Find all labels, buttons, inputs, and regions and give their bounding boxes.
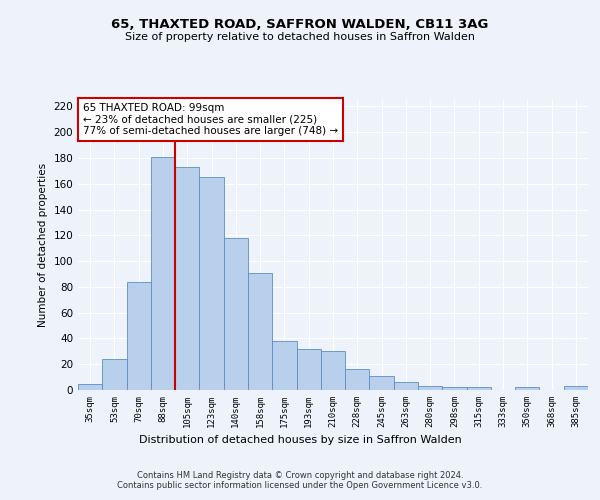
Bar <box>296 349 321 390</box>
Text: Contains HM Land Registry data © Crown copyright and database right 2024.
Contai: Contains HM Land Registry data © Crown c… <box>118 470 482 490</box>
Bar <box>418 386 442 390</box>
Bar <box>199 178 224 390</box>
Text: Size of property relative to detached houses in Saffron Walden: Size of property relative to detached ho… <box>125 32 475 42</box>
Bar <box>345 370 370 390</box>
Bar <box>564 386 588 390</box>
Bar <box>127 282 151 390</box>
Y-axis label: Number of detached properties: Number of detached properties <box>38 163 48 327</box>
Bar <box>248 272 272 390</box>
Bar <box>224 238 248 390</box>
Bar <box>321 352 345 390</box>
Text: 65 THAXTED ROAD: 99sqm
← 23% of detached houses are smaller (225)
77% of semi-de: 65 THAXTED ROAD: 99sqm ← 23% of detached… <box>83 103 338 136</box>
Bar <box>102 359 127 390</box>
Bar <box>175 167 199 390</box>
Bar <box>442 388 467 390</box>
Bar <box>370 376 394 390</box>
Text: 65, THAXTED ROAD, SAFFRON WALDEN, CB11 3AG: 65, THAXTED ROAD, SAFFRON WALDEN, CB11 3… <box>112 18 488 30</box>
Text: Distribution of detached houses by size in Saffron Walden: Distribution of detached houses by size … <box>139 435 461 445</box>
Bar <box>272 341 296 390</box>
Bar <box>515 388 539 390</box>
Bar <box>394 382 418 390</box>
Bar <box>151 156 175 390</box>
Bar <box>467 388 491 390</box>
Bar <box>78 384 102 390</box>
